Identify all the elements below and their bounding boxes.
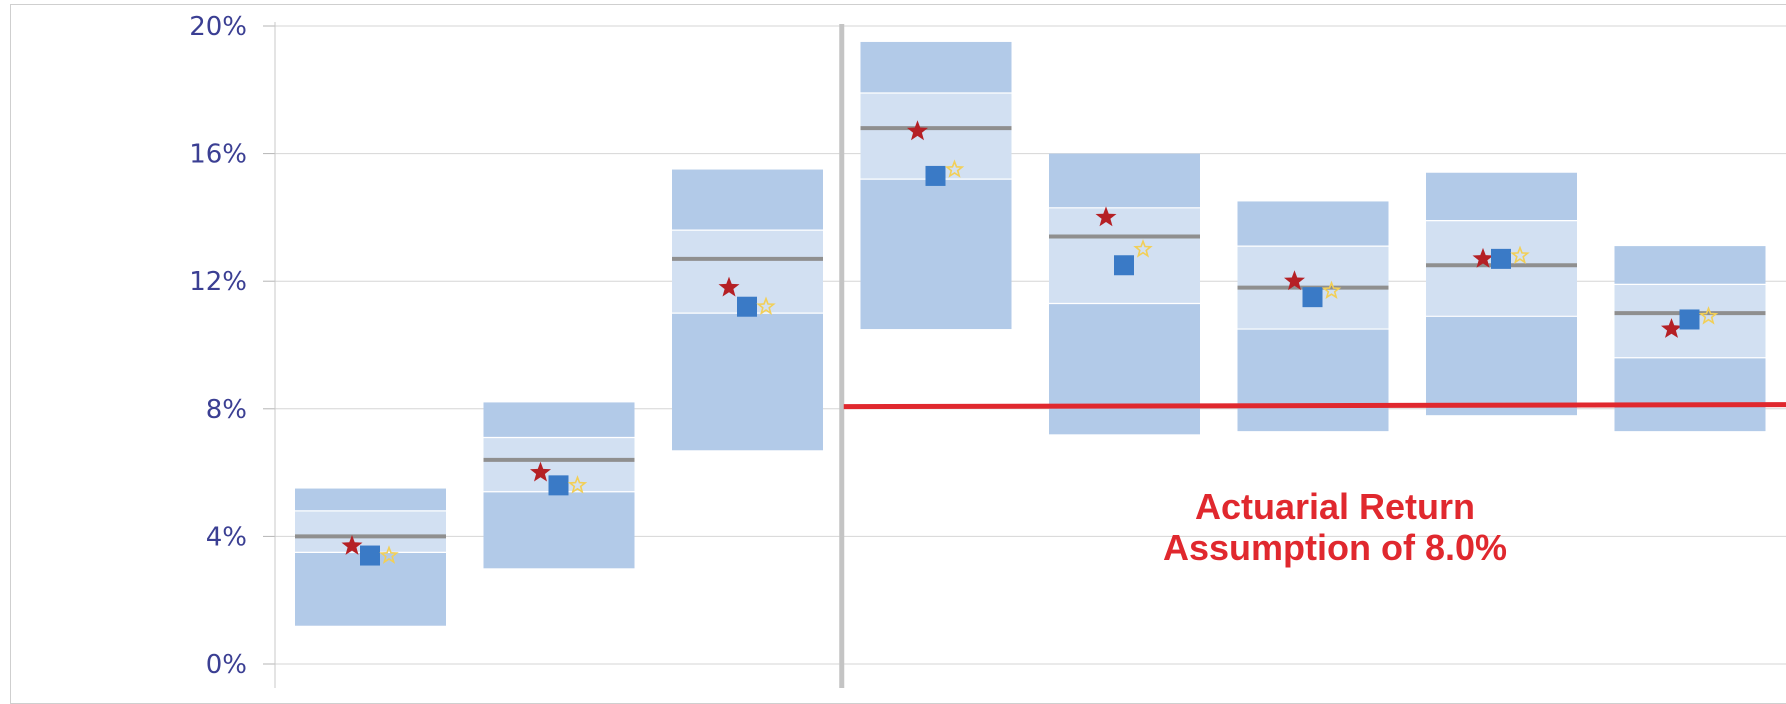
y-tick-label-1: 4%	[206, 522, 247, 552]
blue-square-marker	[925, 165, 946, 186]
y-tick-label-2: 8%	[206, 395, 247, 425]
box-inner-band	[295, 510, 446, 553]
red-star-marker	[530, 461, 551, 482]
annotation-text: Actuarial Return Assumption of 8.0%	[1163, 486, 1507, 568]
y-tick-label-4: 16%	[189, 140, 247, 170]
yellow-star-marker	[1698, 306, 1719, 325]
yellow-star-marker	[756, 296, 776, 316]
box-group-8	[1614, 246, 1766, 432]
yellow-star-marker	[379, 545, 399, 564]
y-tick-label-0: 0%	[206, 650, 247, 680]
y-tick-label-5: 20%	[189, 12, 247, 42]
blue-square-marker	[1302, 287, 1323, 308]
box-chart: 0% 4% 8% 12% 16% 20% Actuarial Return Assumpt…	[189, 12, 1786, 688]
blue-square-marker	[548, 475, 569, 496]
annotation-line-1: Actuarial Return	[1195, 486, 1475, 527]
red-star-marker	[1472, 247, 1494, 268]
red-star-marker	[341, 535, 363, 555]
box-group-6	[1237, 201, 1389, 432]
yellow-star-marker	[1321, 280, 1342, 299]
red-star-marker	[907, 120, 928, 141]
yellow-star-marker	[944, 159, 965, 178]
box-group-4	[860, 41, 1012, 330]
y-tick-label-3: 12%	[189, 267, 247, 297]
box-group-5	[1049, 153, 1200, 435]
box-series	[295, 41, 1766, 626]
blue-square-marker	[1679, 309, 1700, 330]
box-inner-band	[860, 92, 1012, 180]
annotation-line-2: Assumption of 8.0%	[1163, 527, 1507, 568]
red-star-marker	[1661, 318, 1682, 338]
blue-square-marker	[1491, 248, 1511, 269]
blue-square-marker	[1114, 255, 1134, 276]
blue-square-marker	[360, 545, 380, 566]
yellow-star-marker	[567, 475, 588, 494]
y-axis: 0% 4% 8% 12% 16% 20%	[189, 12, 276, 688]
blue-square-marker	[737, 296, 757, 317]
yellow-star-marker	[1510, 245, 1530, 265]
box-group-2	[483, 402, 635, 569]
box-group-1	[295, 488, 446, 626]
actuarial-assumption-line	[843, 402, 1786, 410]
box-group-7	[1426, 172, 1577, 416]
red-star-marker	[718, 276, 740, 297]
box-group-3	[672, 169, 823, 451]
red-star-marker	[1095, 206, 1117, 227]
red-star-marker	[1284, 270, 1305, 291]
yellow-star-marker	[1133, 239, 1153, 258]
